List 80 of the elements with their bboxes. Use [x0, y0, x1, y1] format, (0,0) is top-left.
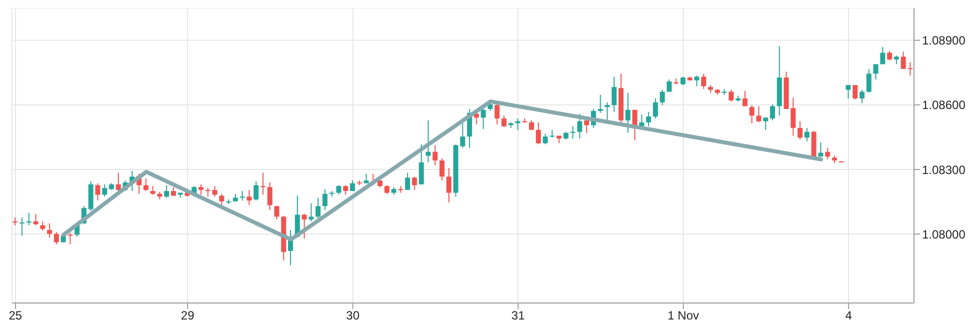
candlestick	[308, 202, 314, 222]
candlestick	[728, 89, 734, 102]
candlestick	[804, 127, 810, 142]
candlestick	[446, 167, 452, 203]
candlestick	[405, 172, 410, 190]
candlestick	[198, 184, 204, 196]
candlestick	[412, 176, 417, 190]
candlestick	[798, 120, 803, 140]
candlestick	[598, 94, 603, 114]
y-tick-label: 1.08900	[922, 34, 966, 48]
candlestick	[19, 217, 24, 236]
candlestick	[302, 213, 307, 240]
candlestick	[846, 84, 851, 99]
candlestick	[494, 102, 500, 125]
candlestick	[577, 113, 582, 139]
candlestick	[529, 120, 534, 130]
y-tick-label: 1.08600	[922, 98, 966, 112]
candlestick	[12, 217, 18, 226]
candlestick	[880, 46, 886, 65]
candlestick	[246, 189, 252, 206]
candlestick	[432, 144, 438, 166]
candlestick	[873, 64, 878, 80]
candlestick	[749, 104, 754, 124]
candlestick	[240, 190, 245, 202]
candlestick	[418, 144, 424, 185]
candlestick	[536, 122, 541, 145]
candlestick	[756, 106, 762, 123]
y-tick-label: 1.08300	[922, 162, 966, 177]
candlestick	[584, 120, 590, 134]
candlestick	[660, 89, 665, 106]
x-tick-label: 1 Nov	[668, 308, 700, 323]
candlestick	[164, 184, 170, 198]
candlestick	[694, 75, 700, 87]
candlestick	[501, 115, 506, 128]
candlestick	[54, 231, 59, 245]
x-tick-label: 30	[346, 308, 360, 323]
candlestick	[440, 158, 444, 181]
candlestick	[40, 220, 46, 232]
candlestick	[426, 120, 431, 163]
candlestick	[68, 232, 73, 245]
candlestick	[701, 73, 706, 90]
candlestick	[604, 102, 610, 121]
x-tick-label: 31	[511, 308, 526, 323]
candlestick	[102, 184, 108, 198]
candlestick	[852, 84, 858, 100]
candlestick	[212, 186, 218, 198]
candlestick	[260, 172, 266, 196]
x-tick-label: 4	[845, 308, 852, 323]
candlestick	[770, 104, 776, 121]
candlestick	[26, 212, 32, 226]
candlestick	[666, 78, 672, 92]
candlestick	[742, 90, 748, 107]
candlestick	[763, 117, 768, 130]
candlestick	[254, 180, 259, 202]
candlestick	[364, 173, 369, 184]
candlestick	[612, 76, 617, 112]
candlestick	[570, 126, 576, 139]
x-tick-label: 29	[180, 308, 195, 323]
candlestick	[818, 142, 824, 158]
candlestick	[860, 89, 865, 104]
candlestick	[652, 98, 658, 119]
candlestick	[316, 197, 321, 220]
candlestick	[267, 182, 272, 210]
candlestick	[95, 182, 100, 202]
x-tick-label: 25	[8, 308, 22, 323]
candlestick	[274, 206, 280, 220]
candlestick	[322, 188, 328, 210]
candlestick	[646, 111, 652, 127]
candlestick	[866, 68, 872, 94]
candlestick	[336, 184, 342, 196]
candlestick	[825, 147, 830, 160]
candlestick	[625, 92, 630, 134]
candlestick	[887, 50, 892, 61]
candlestick	[143, 178, 148, 192]
candlestick	[219, 193, 224, 206]
y-tick-label: 1.08000	[922, 227, 966, 242]
candlestick	[343, 184, 348, 196]
candlestick	[542, 133, 548, 145]
candlestick	[47, 222, 52, 238]
candlestick	[116, 172, 121, 192]
